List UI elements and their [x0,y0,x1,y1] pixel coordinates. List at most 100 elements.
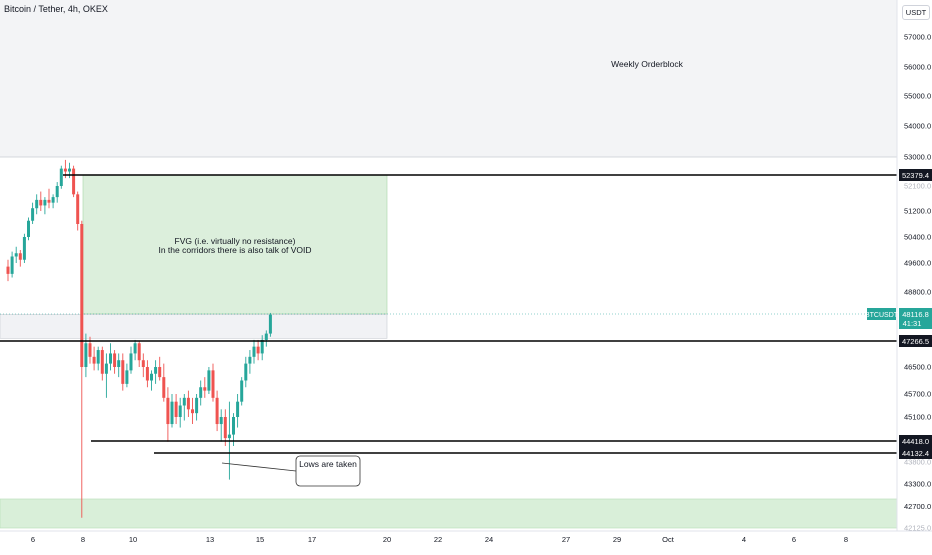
candle-body[interactable] [162,377,166,398]
y-tick-label: 56000.0 [904,63,931,72]
candle-body[interactable] [63,168,67,172]
candle-body[interactable] [125,370,129,384]
candle-body[interactable] [248,356,252,364]
fvg-label-line2: In the corridors there is also talk of V… [158,245,311,255]
chart-title: Bitcoin / Tether, 4h, OKEX [4,4,108,14]
candle-body[interactable] [18,253,22,260]
candle-body[interactable] [31,208,35,221]
y-tick-label: 45100.0 [904,413,931,422]
level-price-label: 44132.4 [902,449,929,458]
currency-button[interactable]: USDT [902,5,930,20]
fvg-label-line1: FVG (i.e. virtually no resistance) [175,236,296,246]
candle-body[interactable] [80,224,84,367]
candle-body[interactable] [182,397,186,406]
candle-body[interactable] [133,343,137,354]
candle-body[interactable] [154,367,158,374]
candle-body[interactable] [117,360,121,367]
y-tick-label: 53000.0 [904,153,931,162]
candle-body[interactable] [27,220,30,237]
candle-body[interactable] [244,363,248,381]
orderblock-label: Weekly Orderblock [611,59,683,69]
x-tick-label: 22 [434,535,442,544]
x-tick-label: 17 [308,535,316,544]
candle-body[interactable] [39,199,43,206]
candle-body[interactable] [51,197,55,203]
candle-body[interactable] [100,350,104,374]
candle-body[interactable] [43,199,47,206]
demand-zone [0,498,898,529]
candle-body[interactable] [129,353,133,371]
callout-box [295,455,361,487]
level-price-label: 44418.0 [902,437,929,446]
candle-body[interactable] [35,199,39,209]
candle-body[interactable] [236,401,240,417]
candle-body[interactable] [158,367,162,378]
candle-body[interactable] [145,367,149,381]
candle-body[interactable] [6,266,10,274]
candle-body[interactable] [104,363,108,374]
candle-body[interactable] [121,360,125,384]
y-tick-label: 55000.0 [904,92,931,101]
y-tick-label: 51200.0 [904,207,931,216]
candle-body[interactable] [252,346,256,357]
candle-body[interactable] [240,380,244,402]
candle-body[interactable] [137,343,141,361]
symbol-label: BTCUSDT [865,312,899,319]
candle-body[interactable] [223,417,227,439]
candle-body[interactable] [113,353,117,367]
candle-body[interactable] [264,333,268,340]
candle-body[interactable] [68,168,71,172]
candle-body[interactable] [47,199,51,203]
candle-body[interactable] [10,256,14,274]
x-tick-label: 29 [613,535,621,544]
candle-body[interactable] [203,387,207,391]
candle-body[interactable] [186,397,190,410]
x-tick-label: 13 [206,535,214,544]
candle-body[interactable] [109,353,112,364]
candle-body[interactable] [260,339,264,354]
y-tick-label: 43300.0 [904,480,931,489]
candle-body[interactable] [72,168,76,195]
candle-body[interactable] [55,186,59,198]
candle-body[interactable] [150,373,153,381]
candle-body[interactable] [232,417,235,435]
candle-body[interactable] [215,397,219,425]
candle-body[interactable] [195,397,199,414]
candle-body[interactable] [141,360,145,367]
x-tick-label: 20 [383,535,391,544]
candle-body[interactable] [84,343,88,367]
candle-body[interactable] [14,253,18,257]
x-tick-label: 15 [256,535,264,544]
orderblock-zone [0,0,897,157]
candle-body[interactable] [170,401,174,425]
gap-zone [0,314,388,339]
y-tick-label: 50400.0 [904,233,931,242]
x-tick-label: Oct [662,535,675,544]
y-tick-label: 54000.0 [904,122,931,131]
candle-body[interactable] [268,314,272,334]
candle-body[interactable] [219,417,223,425]
candle-body[interactable] [211,370,215,398]
candle-body[interactable] [166,397,170,425]
candle-body[interactable] [178,405,182,418]
y-tick-label-partial: 52100.0 [904,182,931,191]
candle-body[interactable] [174,401,178,417]
candle-body[interactable] [96,350,100,364]
candle-body[interactable] [92,356,96,364]
candle-body[interactable] [207,370,211,391]
candle-body[interactable] [76,194,80,224]
candle-body[interactable] [22,237,26,260]
candle-body[interactable] [191,409,194,414]
y-tick-label: 46500.0 [904,363,931,372]
candle-body[interactable] [256,346,260,354]
x-tick-label: 27 [562,535,570,544]
symbol-tag [867,308,896,320]
candle-body[interactable] [88,343,92,357]
candle-body[interactable] [199,387,203,398]
candle-body[interactable] [227,434,231,439]
y-tick-label: 57000.0 [904,33,931,42]
candle-body[interactable] [59,168,63,186]
y-tick-label: 49600.0 [904,259,931,268]
